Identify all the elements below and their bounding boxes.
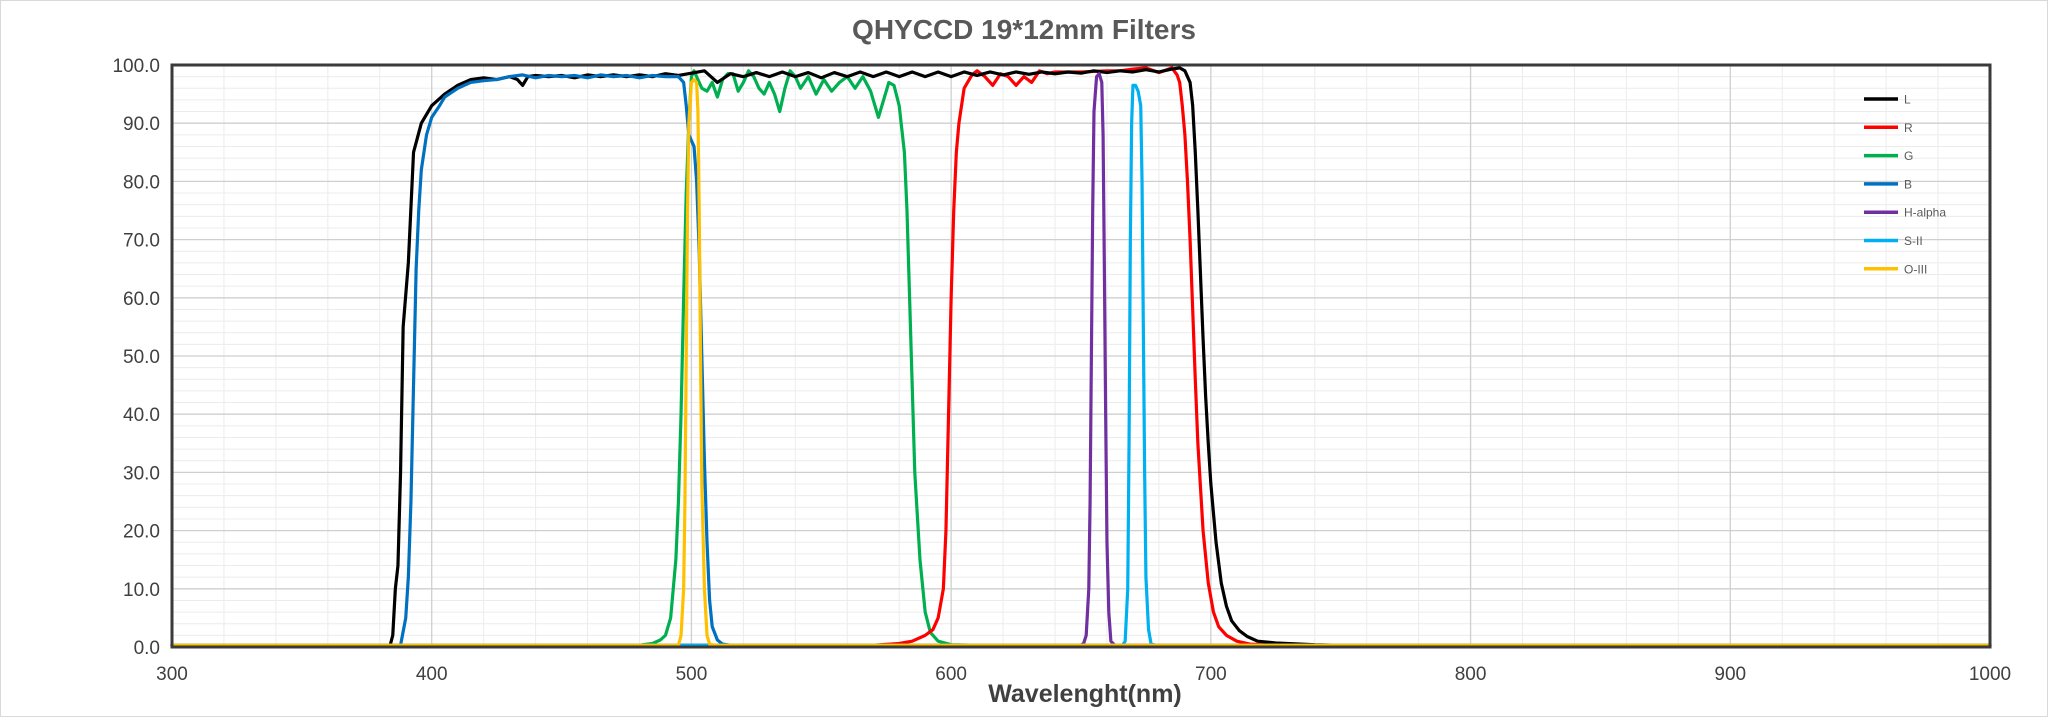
series-line-s-ii — [170, 83, 1992, 647]
x-tick-label: 400 — [416, 664, 448, 685]
legend-label: S-II — [1904, 234, 1923, 248]
series-line-o-iii — [170, 77, 1992, 647]
legend-label: G — [1904, 149, 1913, 163]
legend-label: R — [1904, 121, 1913, 135]
y-tick-label: 60.0 — [123, 289, 160, 310]
legend-label: O-III — [1904, 262, 1927, 276]
y-tick-label: 50.0 — [123, 347, 160, 368]
x-tick-label: 500 — [676, 664, 708, 685]
series-lines — [170, 66, 1992, 648]
series-line-g — [170, 69, 1992, 647]
y-tick-label: 70.0 — [123, 231, 160, 252]
x-tick-label: 700 — [1195, 664, 1227, 685]
major-gridlines — [171, 64, 1991, 648]
x-tick-label: 1000 — [1969, 664, 2011, 685]
y-tick-label: 20.0 — [123, 522, 160, 543]
x-tick-label: 600 — [935, 664, 967, 685]
plot-border — [170, 63, 1992, 649]
y-tick-label: 90.0 — [123, 114, 160, 135]
series-line-l — [170, 66, 1992, 648]
chart-title: QHYCCD 19*12mm Filters — [852, 14, 1196, 45]
legend-label: H-alpha — [1904, 206, 1946, 220]
x-tick-label: 900 — [1714, 664, 1746, 685]
y-tick-label: 100.0 — [112, 56, 160, 77]
legend-label: L — [1904, 93, 1911, 107]
y-tick-label: 0.0 — [134, 638, 160, 659]
y-tick-labels: 0.0 10.0 20.0 30.0 40.0 50.0 60.0 70.0 80.0 90.0 1… — [112, 56, 160, 659]
y-tick-label: 10.0 — [123, 580, 160, 601]
series-line-h-alpha — [170, 72, 1992, 647]
y-tick-label: 40.0 — [123, 405, 160, 426]
x-tick-label: 300 — [156, 664, 188, 685]
legend-label: B — [1904, 177, 1912, 191]
x-tick-label: 800 — [1455, 664, 1487, 685]
x-tick-labels: 300 400 500 600 700 800 900 1000 — [156, 664, 2011, 685]
x-axis-title: Wavelenght(nm) — [988, 680, 1182, 708]
y-tick-label: 80.0 — [123, 172, 160, 193]
y-tick-label: 30.0 — [123, 463, 160, 484]
series-line-b — [170, 73, 1992, 647]
